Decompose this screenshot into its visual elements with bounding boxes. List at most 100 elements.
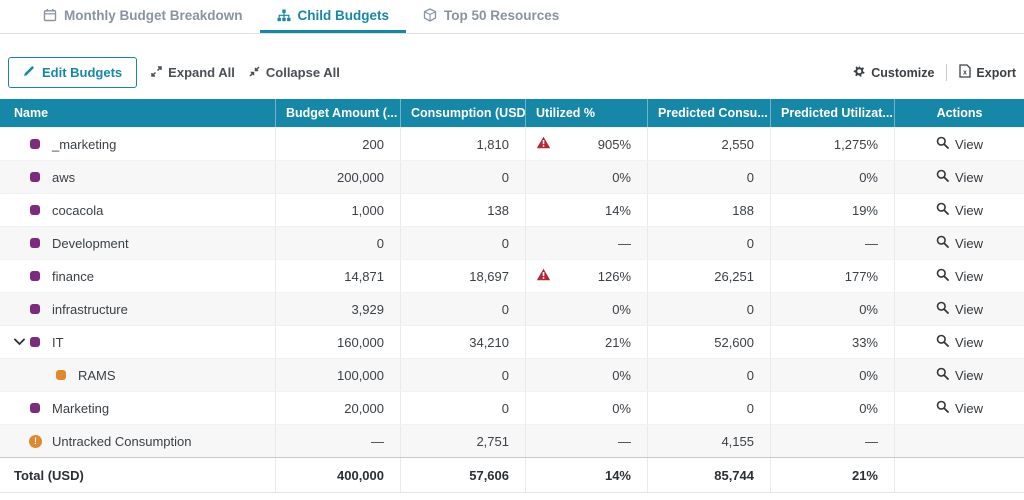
utilized-cell: 905% xyxy=(525,128,647,160)
actions-cell: View xyxy=(894,227,1024,259)
expand-all-button[interactable]: Expand All xyxy=(151,65,235,80)
consumption-cell: 18,697 xyxy=(400,260,525,292)
utilized-value: — xyxy=(618,236,631,251)
total-actions-cell xyxy=(894,458,1024,492)
view-button[interactable]: View xyxy=(936,268,983,284)
predicted-utilization-cell: — xyxy=(770,227,894,259)
utilized-value: 0% xyxy=(612,302,631,317)
utilized-cell: 0% xyxy=(525,359,647,391)
column-header-utilized[interactable]: Utilized % xyxy=(525,99,647,127)
chevron-down-icon[interactable] xyxy=(8,338,30,346)
actions-cell: View xyxy=(894,128,1024,160)
budget-color-bullet xyxy=(30,337,40,347)
view-button[interactable]: View xyxy=(936,235,983,251)
export-file-icon: x xyxy=(959,64,971,81)
consumption-cell: 0 xyxy=(400,293,525,325)
view-button[interactable]: View xyxy=(936,202,983,218)
budget-name: finance xyxy=(52,269,94,284)
actions-cell: View xyxy=(894,161,1024,193)
table-row: ! Marketing 20,000 0 0% 0 0% View xyxy=(0,391,1024,424)
total-budget-cell: 400,000 xyxy=(275,458,400,492)
sitemap-icon xyxy=(277,9,291,22)
tab-label: Monthly Budget Breakdown xyxy=(64,8,243,23)
name-cell: ! infrastructure xyxy=(0,293,275,325)
budget-color-bullet xyxy=(30,205,40,215)
column-header-name[interactable]: Name xyxy=(0,99,275,127)
collapse-arrows-icon xyxy=(249,65,260,80)
utilized-value: 14% xyxy=(605,203,631,218)
collapse-all-button[interactable]: Collapse All xyxy=(249,65,340,80)
view-button[interactable]: View xyxy=(936,169,983,185)
column-header-consumption[interactable]: Consumption (USD) xyxy=(400,99,525,127)
utilized-value: 905% xyxy=(598,137,631,152)
utilized-cell: 0% xyxy=(525,392,647,424)
actions-cell: View xyxy=(894,392,1024,424)
tab-bar: Monthly Budget Breakdown Child Budgets T… xyxy=(0,0,1024,34)
budget-color-bullet xyxy=(30,139,40,149)
view-label: View xyxy=(955,401,983,416)
column-header-budget-amount[interactable]: Budget Amount (... xyxy=(275,99,400,127)
budget-name: aws xyxy=(52,170,75,185)
name-cell: ! RAMS xyxy=(0,359,275,391)
budget-color-bullet xyxy=(30,238,40,248)
budget-name: _marketing xyxy=(52,137,116,152)
tab-label: Top 50 Resources xyxy=(444,8,559,23)
customize-button[interactable]: Customize xyxy=(853,65,934,81)
budget-amount-cell: 100,000 xyxy=(275,359,400,391)
budget-name: RAMS xyxy=(78,368,116,383)
budget-amount-cell: 0 xyxy=(275,227,400,259)
budget-amount-cell: 200 xyxy=(275,128,400,160)
predicted-consumption-cell: 0 xyxy=(647,392,770,424)
table-header-row: Name Budget Amount (... Consumption (USD… xyxy=(0,99,1024,127)
utilized-value: — xyxy=(618,434,631,449)
tab-child-budgets[interactable]: Child Budgets xyxy=(260,0,407,33)
total-consumption-cell: 57,606 xyxy=(400,458,525,492)
budget-color-bullet xyxy=(30,271,40,281)
predicted-consumption-cell: 188 xyxy=(647,194,770,226)
name-cell: ! Marketing xyxy=(0,392,275,424)
view-button[interactable]: View xyxy=(936,301,983,317)
predicted-utilization-cell: 0% xyxy=(770,392,894,424)
budget-amount-cell: 3,929 xyxy=(275,293,400,325)
export-button[interactable]: x Export xyxy=(959,64,1016,81)
predicted-utilization-cell: — xyxy=(770,425,894,457)
budget-color-bullet xyxy=(30,172,40,182)
predicted-utilization-cell: 0% xyxy=(770,293,894,325)
name-cell: ! finance xyxy=(0,260,275,292)
view-label: View xyxy=(955,137,983,152)
pencil-icon xyxy=(23,65,35,80)
budget-amount-cell: 200,000 xyxy=(275,161,400,193)
view-label: View xyxy=(955,302,983,317)
view-button[interactable]: View xyxy=(936,367,983,383)
view-label: View xyxy=(955,170,983,185)
expand-all-label: Expand All xyxy=(168,65,235,80)
predicted-consumption-cell: 2,550 xyxy=(647,128,770,160)
budget-color-bullet xyxy=(56,370,66,380)
magnifier-icon xyxy=(936,367,949,383)
utilized-cell: — xyxy=(525,227,647,259)
column-header-predicted-utilization[interactable]: Predicted Utilizat... xyxy=(770,99,894,127)
table-row: ! infrastructure 3,929 0 0% 0 0% View xyxy=(0,292,1024,325)
consumption-cell: 1,810 xyxy=(400,128,525,160)
budget-amount-cell: 20,000 xyxy=(275,392,400,424)
table-row: ! aws 200,000 0 0% 0 0% View xyxy=(0,160,1024,193)
magnifier-icon xyxy=(936,301,949,317)
magnifier-icon xyxy=(936,334,949,350)
view-button[interactable]: View xyxy=(936,334,983,350)
predicted-consumption-cell: 52,600 xyxy=(647,326,770,358)
name-cell: ! cocacola xyxy=(0,194,275,226)
predicted-utilization-cell: 177% xyxy=(770,260,894,292)
table-row: ! finance 14,871 18,697 126% 26,251 177%… xyxy=(0,259,1024,292)
view-button[interactable]: View xyxy=(936,400,983,416)
tab-top-50-resources[interactable]: Top 50 Resources xyxy=(406,0,576,33)
tab-monthly-budget-breakdown[interactable]: Monthly Budget Breakdown xyxy=(26,0,260,33)
child-budgets-table: Name Budget Amount (... Consumption (USD… xyxy=(0,99,1024,493)
column-header-predicted-consumption[interactable]: Predicted Consu... xyxy=(647,99,770,127)
view-button[interactable]: View xyxy=(936,136,983,152)
view-label: View xyxy=(955,203,983,218)
edit-budgets-button[interactable]: Edit Budgets xyxy=(8,57,137,88)
actions-cell: View xyxy=(894,359,1024,391)
budget-name: Untracked Consumption xyxy=(52,434,191,449)
table-row: ! Untracked Consumption — 2,751 — 4,155 … xyxy=(0,424,1024,457)
view-label: View xyxy=(955,236,983,251)
